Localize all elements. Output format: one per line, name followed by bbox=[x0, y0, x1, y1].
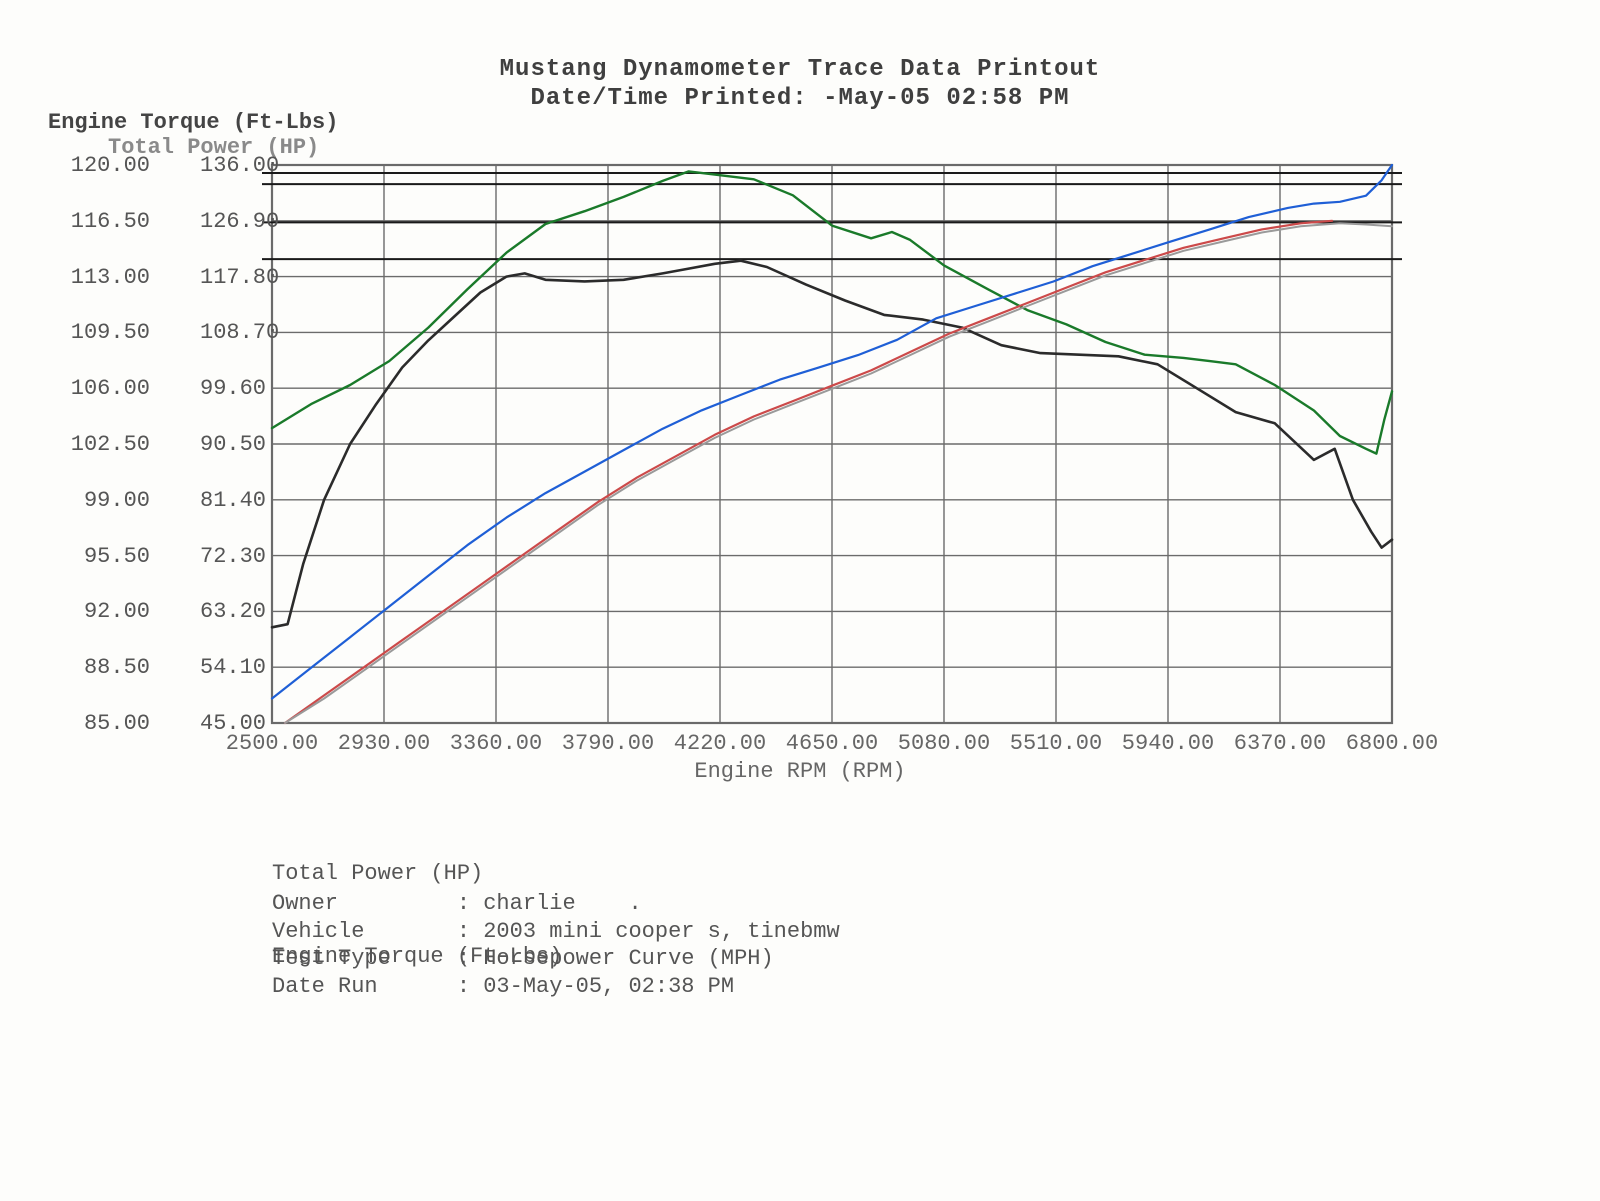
ytick-power: 136.00 bbox=[200, 153, 279, 178]
info-block: Owner : charlie . Vehicle : 2003 mini co… bbox=[272, 890, 840, 1000]
ytick-torque: 95.50 bbox=[84, 544, 150, 569]
ytick-power: 90.50 bbox=[200, 432, 266, 457]
ytick-torque: 88.50 bbox=[84, 655, 150, 680]
title-line-1: Mustang Dynamometer Trace Data Printout bbox=[0, 56, 1600, 85]
xtick: 2500.00 bbox=[226, 731, 318, 756]
xtick: 2930.00 bbox=[338, 731, 430, 756]
dyno-chart bbox=[242, 135, 1422, 753]
ytick-power: 99.60 bbox=[200, 376, 266, 401]
xtick: 6800.00 bbox=[1346, 731, 1438, 756]
xtick: 5940.00 bbox=[1122, 731, 1214, 756]
header-block: Mustang Dynamometer Trace Data Printout … bbox=[0, 56, 1600, 114]
ytick-torque: 116.50 bbox=[71, 209, 150, 234]
xtick: 3360.00 bbox=[450, 731, 542, 756]
x-axis-label: Engine RPM (RPM) bbox=[0, 759, 1600, 784]
ytick-power: 81.40 bbox=[200, 488, 266, 513]
xtick: 5080.00 bbox=[898, 731, 990, 756]
ytick-power: 126.90 bbox=[200, 209, 279, 234]
ytick-torque: 92.00 bbox=[84, 599, 150, 624]
ytick-power: 108.70 bbox=[200, 320, 279, 345]
ytick-power: 117.80 bbox=[200, 265, 279, 290]
ytick-power: 72.30 bbox=[200, 544, 266, 569]
xtick: 4650.00 bbox=[786, 731, 878, 756]
ytick-torque: 99.00 bbox=[84, 488, 150, 513]
ytick-torque: 113.00 bbox=[71, 265, 150, 290]
y-axis-title-torque: Engine Torque (Ft-Lbs) bbox=[48, 110, 338, 135]
xtick: 3790.00 bbox=[562, 731, 654, 756]
ytick-torque: 109.50 bbox=[71, 320, 150, 345]
ytick-torque: 106.00 bbox=[71, 376, 150, 401]
xtick: 6370.00 bbox=[1234, 731, 1326, 756]
ytick-torque: 85.00 bbox=[84, 711, 150, 736]
ytick-torque: 120.00 bbox=[71, 153, 150, 178]
xtick: 4220.00 bbox=[674, 731, 766, 756]
ytick-torque: 102.50 bbox=[71, 432, 150, 457]
legend-power: Total Power (HP) bbox=[272, 860, 562, 888]
xtick: 5510.00 bbox=[1010, 731, 1102, 756]
dyno-printout-page: { "header": { "title1": "Mustang Dynamom… bbox=[0, 0, 1600, 1201]
ytick-power: 54.10 bbox=[200, 655, 266, 680]
series-power-red bbox=[285, 221, 1332, 723]
ytick-power: 63.20 bbox=[200, 599, 266, 624]
